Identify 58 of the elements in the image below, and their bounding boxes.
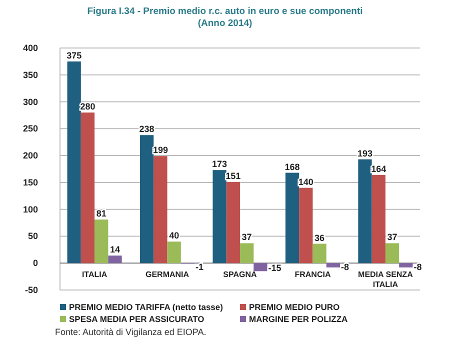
x-tick-label: ITALIA <box>82 270 108 280</box>
x-tick-label: GERMANIA <box>145 270 190 280</box>
source-note: Fonte: Autorità di Vigilanza ed EIOPA. <box>55 327 206 337</box>
legend-label: MARGINE PER POLIZZA <box>249 314 348 324</box>
y-tick-label: 400 <box>22 43 38 53</box>
bar <box>299 188 313 264</box>
bar <box>372 174 386 264</box>
bar <box>140 135 154 264</box>
bar <box>358 159 372 264</box>
data-label: 37 <box>387 232 398 242</box>
data-label: 193 <box>357 148 373 158</box>
y-tick-label: 0 <box>32 258 38 268</box>
y-tick-label: 100 <box>22 204 38 214</box>
x-tick-label: SPAGNA <box>223 270 258 280</box>
bar <box>80 112 95 264</box>
bar <box>94 220 108 264</box>
data-label: -15 <box>268 263 282 274</box>
data-label: 14 <box>110 244 120 255</box>
x-tick-label: FRANCIA <box>294 270 331 280</box>
bar <box>108 256 122 264</box>
data-label: -1 <box>196 262 204 272</box>
bar <box>254 263 268 272</box>
data-label: 81 <box>96 208 106 219</box>
bar <box>312 244 326 264</box>
bar <box>154 156 168 264</box>
legend-label: PREMIO MEDIO TARIFFA (netto tasse) <box>69 302 224 312</box>
data-label: 199 <box>152 145 168 156</box>
chart-title: Figura I.34 - Premio medio r.c. auto in euro e sue componenti <box>87 6 363 17</box>
legend-label: SPESA MEDIA PER ASSICURATO <box>69 314 205 324</box>
data-label: 37 <box>242 232 252 242</box>
bar <box>167 242 181 264</box>
x-tick-label: MEDIA SENZA ITALIA <box>358 270 414 290</box>
bar <box>67 61 81 264</box>
y-tick-label: 150 <box>22 177 38 188</box>
data-label: 36 <box>314 232 325 243</box>
data-label: 173 <box>212 159 228 170</box>
bar <box>285 172 300 264</box>
data-label: 40 <box>169 230 180 241</box>
data-label: 375 <box>66 50 82 60</box>
legend-label: PREMIO MEDIO PURO <box>249 302 340 312</box>
bar <box>240 243 254 264</box>
data-label: -8 <box>414 262 422 272</box>
data-label: 140 <box>298 176 314 187</box>
data-label: -8 <box>341 262 350 272</box>
y-tick-label: 200 <box>22 150 38 161</box>
bar <box>226 182 240 264</box>
bar <box>326 263 340 268</box>
bar <box>212 170 226 264</box>
bar <box>399 263 413 268</box>
data-label: 238 <box>139 124 154 134</box>
y-tick-label: -50 <box>24 285 38 295</box>
chart-subtitle: (Anno 2014) <box>198 18 252 29</box>
y-tick-label: 50 <box>28 231 38 242</box>
y-tick-label: 300 <box>22 96 38 107</box>
y-tick-label: 350 <box>22 70 38 80</box>
bar <box>385 243 400 264</box>
data-label: 168 <box>284 162 300 172</box>
y-tick-label: 250 <box>22 124 38 134</box>
